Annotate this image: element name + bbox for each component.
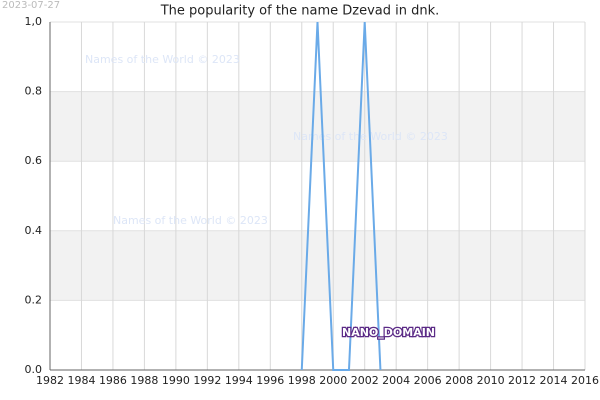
x-tick-label: 1996 <box>256 374 284 387</box>
watermark: Names of the World © 2023 <box>113 214 268 227</box>
y-tick-label: 1,0 <box>25 15 43 28</box>
x-tick-label: 1990 <box>162 374 190 387</box>
y-tick-label: 0.2 <box>25 293 43 306</box>
x-tick-label: 2016 <box>571 374 599 387</box>
x-tick-label: 1998 <box>288 374 316 387</box>
x-tick-label: 2006 <box>414 374 442 387</box>
x-tick-label: 1984 <box>67 374 95 387</box>
y-tick-label: 0.8 <box>25 85 43 98</box>
annotation: NANO_DOMAIN <box>342 326 435 339</box>
x-tick-label: 2014 <box>540 374 568 387</box>
x-tick-label: 2010 <box>477 374 505 387</box>
x-tick-label: 2008 <box>445 374 473 387</box>
x-tick-label: 2002 <box>351 374 379 387</box>
plot-area <box>50 22 585 370</box>
grid-band <box>50 230 585 301</box>
grid-band <box>50 91 585 162</box>
x-tick-label: 2000 <box>319 374 347 387</box>
y-tick-label: 0.4 <box>25 224 43 237</box>
chart-title: The popularity of the name Dzevad in dnk… <box>160 4 440 19</box>
y-tick-label: 0.6 <box>25 154 43 167</box>
x-tick-label: 1986 <box>99 374 127 387</box>
y-tick-label: 0.0 <box>25 363 43 376</box>
x-tick-label: 1994 <box>225 374 253 387</box>
x-tick-label: 1988 <box>130 374 158 387</box>
x-tick-label: 2012 <box>508 374 536 387</box>
x-tick-label: 1982 <box>36 374 64 387</box>
x-tick-label: 1992 <box>193 374 221 387</box>
x-tick-label: 2004 <box>382 374 410 387</box>
date-stamp: 2023-07-27 <box>2 0 60 11</box>
series-line <box>300 21 382 371</box>
watermark: Names of the World © 2023 <box>85 53 240 66</box>
